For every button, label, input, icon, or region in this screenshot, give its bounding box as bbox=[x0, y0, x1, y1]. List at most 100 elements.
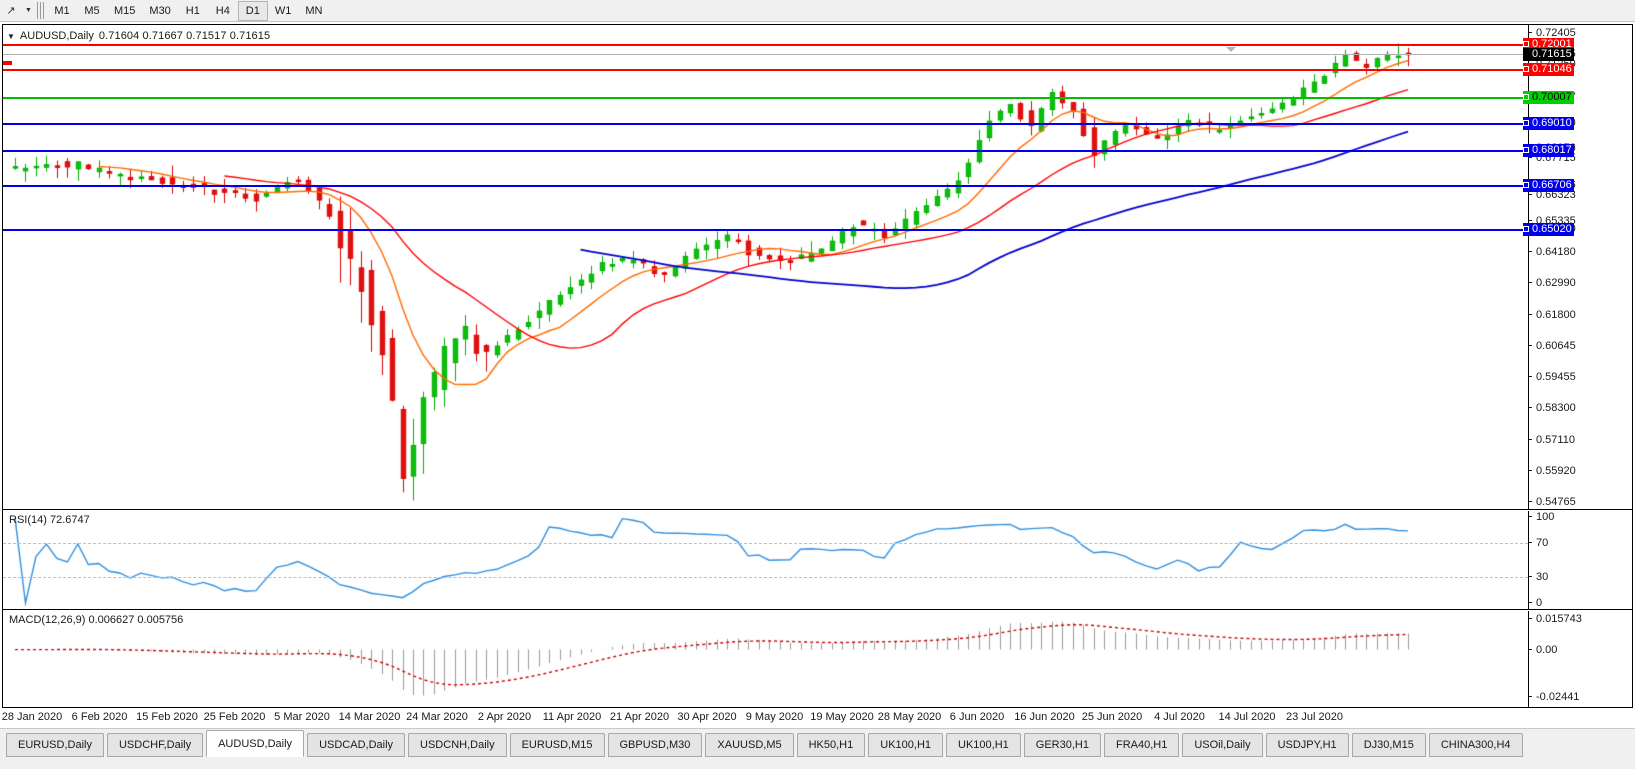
price-tag-handle[interactable] bbox=[1523, 226, 1529, 233]
price-line-0.71046[interactable] bbox=[3, 69, 1528, 72]
price-pane[interactable]: 0.724050.716150.712500.700070.690100.680… bbox=[3, 25, 1632, 510]
date-tick-10: 30 Apr 2020 bbox=[677, 711, 737, 723]
price-tag-handle[interactable] bbox=[1523, 40, 1529, 47]
price-tag-0.65020[interactable]: 0.65020 bbox=[1523, 223, 1574, 237]
price-tag-handle[interactable] bbox=[1523, 181, 1529, 188]
macd-tick-0.00: 0.00 bbox=[1529, 644, 1557, 656]
chart-tab-xauusd-m5[interactable]: XAUUSD,M5 bbox=[705, 733, 794, 757]
price-tag-handle[interactable] bbox=[1523, 146, 1529, 153]
price-tick-0.72405: 0.72405 bbox=[1529, 27, 1576, 39]
chart-tab-fra40-h1[interactable]: FRA40,H1 bbox=[1103, 733, 1180, 757]
price-tag-0.68017[interactable]: 0.68017 bbox=[1523, 143, 1574, 157]
price-line-0.68017[interactable] bbox=[3, 149, 1528, 152]
date-tick-1: 6 Feb 2020 bbox=[71, 711, 128, 723]
chart-tab-usdchf-daily[interactable]: USDCHF,Daily bbox=[106, 733, 204, 757]
timeframe-m15[interactable]: M15 bbox=[114, 4, 136, 17]
chart-symbol-period: AUDUSD,Daily bbox=[19, 30, 94, 42]
date-tick-8: 11 Apr 2020 bbox=[542, 711, 602, 723]
rsi-tick-0: 0 bbox=[1529, 597, 1542, 609]
date-tick-13: 28 May 2020 bbox=[877, 711, 942, 723]
chart-symbol-header: ▼ AUDUSD,Daily 0.71604 0.71667 0.71517 0… bbox=[7, 30, 270, 42]
date-tick-3: 25 Feb 2020 bbox=[203, 711, 266, 723]
date-tick-6: 24 Mar 2020 bbox=[406, 711, 468, 723]
rsi-tick-30: 30 bbox=[1529, 571, 1548, 583]
timeframe-h4[interactable]: H4 bbox=[215, 4, 230, 17]
price-tag-handle[interactable] bbox=[1523, 93, 1529, 100]
rsi-level-70 bbox=[3, 542, 1528, 544]
price-line-0.65020[interactable] bbox=[3, 229, 1528, 232]
timeframe-d1[interactable]: D1 bbox=[237, 0, 268, 21]
chart-tab-audusd-daily[interactable]: AUDUSD,Daily bbox=[206, 730, 305, 757]
candlestick-canvas bbox=[3, 25, 1528, 509]
chart-tab-china300-h4[interactable]: CHINA300,H4 bbox=[1428, 733, 1523, 757]
date-axis[interactable]: 28 Jan 2020 6 Feb 2020 15 Feb 2020 25 Feb 2… bbox=[2, 709, 1633, 727]
price-line-0.66706[interactable] bbox=[3, 184, 1528, 187]
chart-tab-uk100-h1[interactable]: UK100,H1 bbox=[868, 733, 944, 757]
date-tick-5: 14 Mar 2020 bbox=[338, 711, 401, 723]
timeframe-h1[interactable]: H1 bbox=[185, 4, 200, 17]
price-tag-0.66706[interactable]: 0.66706 bbox=[1523, 178, 1574, 192]
timeframe-m5[interactable]: M5 bbox=[84, 4, 100, 17]
price-tag-0.69010[interactable]: 0.69010 bbox=[1523, 117, 1574, 131]
chart-tab-gbpusd-m30[interactable]: GBPUSD,M30 bbox=[607, 733, 703, 757]
date-tick-17: 4 Jul 2020 bbox=[1154, 711, 1205, 723]
price-tag-0.72001[interactable]: 0.72001 bbox=[1523, 37, 1574, 51]
chart-window[interactable]: 0.724050.716150.712500.700070.690100.680… bbox=[2, 24, 1633, 708]
timeframe-button-group: M1 M5 M15 M30 H1 H4 D1 W1 MN bbox=[47, 0, 329, 21]
date-tick-19: 23 Jul 2020 bbox=[1286, 711, 1343, 723]
macd-tick-0.015743: 0.015743 bbox=[1529, 613, 1582, 625]
chart-tab-eurusd-daily[interactable]: EURUSD,Daily bbox=[6, 733, 104, 757]
price-plot-area[interactable] bbox=[3, 25, 1528, 509]
chart-tab-uk100-h1[interactable]: UK100,H1 bbox=[946, 733, 1021, 757]
timeframe-m30[interactable]: M30 bbox=[149, 4, 171, 17]
date-tick-12: 19 May 2020 bbox=[810, 711, 874, 723]
price-axis[interactable]: 0.724050.716150.712500.700070.690100.680… bbox=[1523, 25, 1632, 509]
date-tick-9: 21 Apr 2020 bbox=[609, 711, 670, 723]
rsi-canvas bbox=[3, 511, 1528, 609]
price-tag-0.70007[interactable]: 0.70007 bbox=[1523, 90, 1574, 104]
macd-canvas bbox=[3, 611, 1528, 707]
chart-tab-usdcnh-daily[interactable]: USDCNH,Daily bbox=[408, 733, 507, 757]
price-tick-0.60645: 0.60645 bbox=[1529, 340, 1576, 352]
price-line-0.71615[interactable] bbox=[3, 54, 1528, 55]
chart-tab-usdcad-daily[interactable]: USDCAD,Daily bbox=[307, 733, 406, 757]
price-tick-0.62990: 0.62990 bbox=[1529, 277, 1576, 289]
timeframe-mn[interactable]: MN bbox=[305, 4, 323, 17]
price-line-0.70007[interactable] bbox=[3, 96, 1528, 99]
timeframe-m1[interactable]: M1 bbox=[54, 4, 70, 17]
rsi-plot-area[interactable] bbox=[3, 511, 1528, 609]
toolbar-dropdown-caret[interactable]: ▼ bbox=[25, 7, 32, 14]
chart-tab-hk50-h1[interactable]: HK50,H1 bbox=[796, 733, 866, 757]
chart-tab-ger30-h1[interactable]: GER30,H1 bbox=[1023, 733, 1101, 757]
rsi-axis[interactable]: 100 70 30 0 bbox=[1528, 511, 1632, 609]
date-tick-18: 14 Jul 2020 bbox=[1218, 711, 1276, 723]
toolbar-drag-handle[interactable] bbox=[37, 2, 44, 19]
chart-tab-usoil-daily[interactable]: USOil,Daily bbox=[1182, 733, 1263, 757]
price-tick-0.55920: 0.55920 bbox=[1529, 465, 1576, 477]
price-line-0.72001[interactable] bbox=[3, 43, 1528, 46]
price-tick-0.57110: 0.57110 bbox=[1529, 434, 1575, 446]
date-tick-15: 16 Jun 2020 bbox=[1014, 711, 1075, 723]
price-tag-0.71046[interactable]: 0.71046 bbox=[1523, 63, 1574, 77]
price-tag-0.71615[interactable]: 0.71615 bbox=[1523, 48, 1574, 61]
date-tick-14: 6 Jun 2020 bbox=[949, 711, 1005, 723]
timeframe-w1[interactable]: W1 bbox=[274, 4, 292, 17]
chart-dropdown-caret[interactable]: ▼ bbox=[7, 31, 15, 41]
price-tick-0.54765: 0.54765 bbox=[1529, 496, 1576, 508]
date-tick-16: 25 Jun 2020 bbox=[1081, 711, 1143, 723]
price-tag-handle[interactable] bbox=[1523, 120, 1529, 127]
chart-tab-eurusd-m15[interactable]: EURUSD,M15 bbox=[509, 733, 605, 757]
macd-plot-area[interactable] bbox=[3, 611, 1528, 707]
macd-axis[interactable]: 0.015743 0.00 -0.02441 bbox=[1528, 611, 1632, 707]
price-tick-0.61800: 0.61800 bbox=[1529, 309, 1576, 321]
price-line-0.69010[interactable] bbox=[3, 123, 1528, 126]
chart-tab-usdjpy-h1[interactable]: USDJPY,H1 bbox=[1265, 733, 1349, 757]
crosshair-draw-icon[interactable]: ↗ bbox=[6, 5, 16, 17]
chart-tab-bar: EURUSD,Daily USDCHF,Daily AUDUSD,Daily USDC… bbox=[0, 728, 1635, 769]
macd-indicator-label: MACD(12,26,9) 0.006627 0.005756 bbox=[9, 614, 184, 626]
macd-pane[interactable]: 0.015743 0.00 -0.02441 MACD(12,26,9) 0.006… bbox=[3, 611, 1632, 707]
price-tag-handle[interactable] bbox=[1523, 66, 1529, 73]
chart-tab-dj30-m15[interactable]: DJ30,M15 bbox=[1351, 733, 1426, 757]
price-tick-0.66323: 0.66323 bbox=[1529, 189, 1576, 201]
rsi-pane[interactable]: 100 70 30 0 RSI(14) 72.6747 bbox=[3, 511, 1632, 610]
